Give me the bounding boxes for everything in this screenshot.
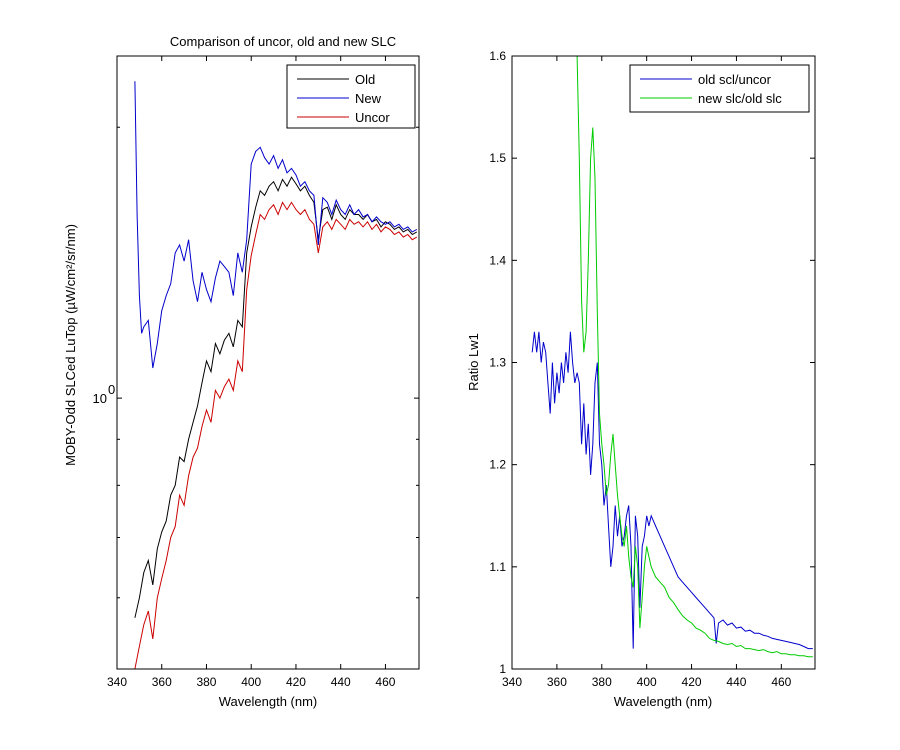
left-axes-frame — [116, 55, 420, 670]
right-legend: old scl/uncor new slc/old slc — [629, 64, 810, 113]
y-tick-label: 1.5 — [489, 151, 506, 165]
x-tick-label: 460 — [375, 675, 395, 689]
legend-label: Old — [355, 72, 375, 87]
legend-entry: Uncor — [297, 110, 390, 125]
series-line-new-slc-old-slc — [576, 56, 813, 658]
legend-box — [629, 64, 810, 113]
y-tick-label: 1.3 — [489, 356, 506, 370]
y-tick-label: 1 — [499, 662, 506, 676]
series-line-old-scl-uncor — [531, 331, 813, 650]
left-x-axis-label: Wavelength (nm) — [219, 694, 318, 709]
legend-entry: new slc/old slc — [640, 91, 782, 106]
x-tick: 400 — [637, 56, 657, 689]
x-tick-label: 420 — [286, 675, 306, 689]
legend-label: new slc/old slc — [698, 91, 782, 106]
y-tick-label-exponent: 0 — [108, 382, 115, 397]
series-line-uncor — [134, 201, 418, 669]
x-tick: 400 — [241, 56, 262, 689]
left-x-ticks: 340 360 380 400 420 440 460 — [107, 56, 396, 689]
x-tick-label: 460 — [771, 675, 791, 689]
y-tick-label: 1.1 — [489, 560, 506, 574]
legend-label: Uncor — [355, 110, 390, 125]
x-tick-label: 340 — [502, 675, 522, 689]
x-tick: 420 — [286, 56, 306, 689]
y-tick: 1.4 — [489, 253, 815, 267]
y-tick-label: 1.2 — [489, 458, 506, 472]
x-tick: 380 — [196, 56, 217, 689]
y-tick: 1.1 — [489, 560, 815, 574]
x-tick: 360 — [547, 56, 567, 689]
legend-box — [286, 64, 416, 129]
right-series-lines — [531, 56, 813, 658]
x-tick-label: 360 — [152, 675, 172, 689]
x-tick-label: 440 — [331, 675, 351, 689]
x-tick-label: 340 — [107, 675, 127, 689]
left-axes: Comparison of uncor, old and new SLC MOB… — [63, 34, 420, 709]
x-tick: 460 — [375, 56, 396, 689]
y-tick-label: 1.6 — [489, 49, 506, 63]
right-axes: Ratio Lw1 Wavelength (nm) 340 360 380 400 42… — [466, 49, 816, 709]
y-tick: 1.2 — [489, 458, 815, 472]
y-tick-label-base: 10 — [93, 391, 107, 406]
legend-label: old scl/uncor — [698, 72, 772, 87]
x-tick-label: 400 — [241, 675, 261, 689]
left-y-axis-label: MOBY-Odd SLCed LuTop (µW/cm²/sr/nm) — [63, 224, 78, 466]
right-x-axis-label: Wavelength (nm) — [614, 694, 713, 709]
x-tick: 380 — [592, 56, 612, 689]
left-chart-title: Comparison of uncor, old and new SLC — [170, 34, 396, 49]
x-tick-label: 380 — [592, 675, 612, 689]
right-x-ticks: 340 360 380 400 420 440 460 — [502, 56, 792, 689]
x-tick: 440 — [726, 56, 747, 689]
right-y-ticks: 1 1.1 1.2 1.3 1.4 1.5 1.6 — [489, 49, 815, 676]
x-tick: 360 — [152, 56, 172, 689]
x-tick-label: 440 — [726, 675, 746, 689]
right-axes-frame — [511, 55, 816, 670]
y-tick: 1.3 — [489, 356, 815, 370]
legend-entry: old scl/uncor — [640, 72, 772, 87]
x-tick: 420 — [682, 56, 702, 689]
x-tick: 460 — [771, 56, 792, 689]
legend-label: New — [355, 91, 382, 106]
x-tick-label: 420 — [682, 675, 702, 689]
y-tick-label: 1.4 — [489, 253, 506, 267]
right-y-axis-label: Ratio Lw1 — [466, 333, 481, 391]
y-tick: 1.5 — [489, 151, 815, 165]
left-series-lines — [134, 81, 418, 669]
legend-entry: Old — [297, 72, 375, 87]
x-tick: 440 — [331, 56, 351, 689]
legend-entry: New — [297, 91, 382, 106]
left-legend: Old New Uncor — [286, 64, 416, 129]
x-tick-label: 380 — [196, 675, 216, 689]
x-tick-label: 400 — [637, 675, 657, 689]
series-line-new — [134, 81, 418, 369]
x-tick-label: 360 — [547, 675, 567, 689]
